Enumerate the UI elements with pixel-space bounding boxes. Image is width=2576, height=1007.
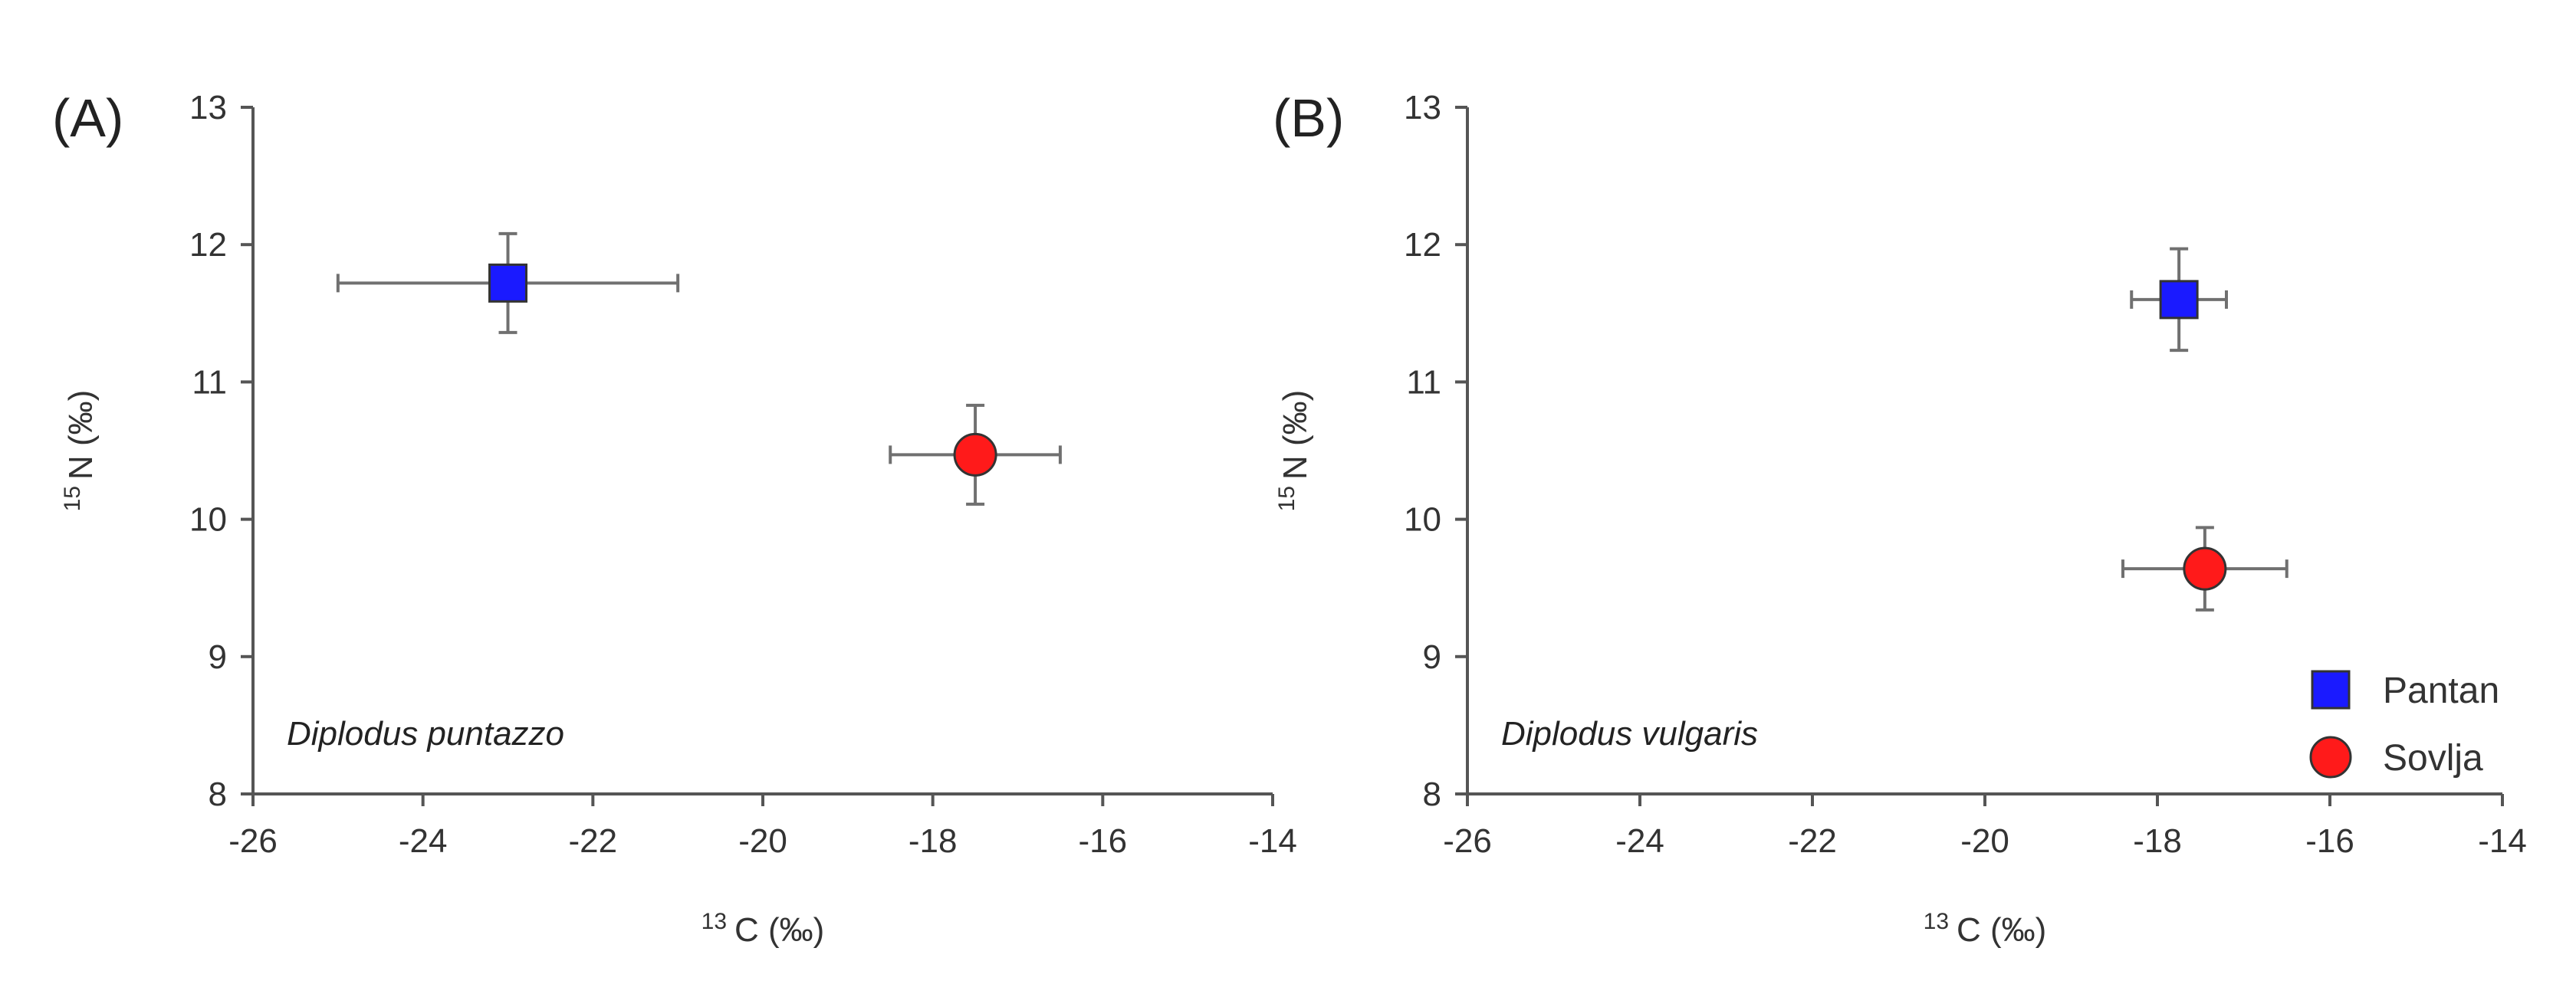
- data-point-sovlja: [953, 432, 997, 477]
- x-tick-label: -24: [399, 822, 448, 860]
- panel-b: (B) 8 9 10 11 12 13 -26 -24 -22 -20 -18 -16 -14 13 C (‰…: [1273, 88, 2527, 949]
- x-axis-label-sup: 13: [1924, 909, 1949, 934]
- y-axis-label-sup: 15: [60, 486, 85, 511]
- species-annotation: Diplodus vulgaris: [1501, 715, 1758, 753]
- x-tick-label: -14: [2478, 822, 2527, 860]
- data-point-sovlja: [2183, 546, 2227, 591]
- y-axis-label: 15 N (‰): [1274, 390, 1314, 512]
- x-tick-label: -18: [909, 822, 958, 860]
- y-tick-label: 10: [1404, 501, 1441, 539]
- y-axis-label-main: N (‰): [1276, 390, 1314, 480]
- x-axis-label: 13 C (‰): [1924, 909, 2047, 949]
- y-tick-label: 11: [192, 363, 227, 401]
- y-axis-label: 15 N (‰): [60, 390, 100, 512]
- legend-marker-sovlja: [2309, 736, 2352, 779]
- y-tick-label: 9: [1423, 638, 1441, 676]
- y-tick-label: 13: [1404, 89, 1441, 126]
- y-tick-label: 8: [209, 776, 227, 813]
- panel-label: (B): [1273, 88, 1344, 148]
- data-point-pantan: [2159, 280, 2199, 320]
- panel-label: (A): [52, 88, 123, 148]
- x-tick-label: -14: [1248, 822, 1297, 860]
- species-annotation: Diplodus puntazzo: [287, 715, 564, 753]
- y-tick-label: 12: [189, 226, 227, 264]
- x-axis-label-main: C (‰): [1957, 911, 2046, 949]
- y-tick-label: 12: [1404, 226, 1441, 264]
- x-tick-label: -22: [569, 822, 618, 860]
- x-tick-label: -24: [1615, 822, 1664, 860]
- x-tick-label: -20: [738, 822, 787, 860]
- legend-label-sovlja: Sovlja: [2383, 738, 2483, 779]
- x-tick-label: -20: [1960, 822, 2009, 860]
- x-axis-label-main: C (‰): [734, 911, 824, 949]
- x-tick-label: -16: [2305, 822, 2354, 860]
- y-axis-label-main: N (‰): [62, 390, 100, 480]
- x-axis-label: 13 C (‰): [702, 909, 825, 949]
- y-tick-label: 9: [209, 638, 227, 676]
- y-axis-label-sup: 15: [1274, 486, 1300, 511]
- y-tick-label: 10: [189, 501, 227, 539]
- x-tick-label: -26: [1443, 822, 1492, 860]
- legend-marker-pantan: [2311, 670, 2351, 710]
- legend-label-pantan: Pantan: [2383, 671, 2499, 711]
- y-tick-label: 11: [1406, 363, 1441, 401]
- data-point-pantan: [488, 263, 527, 303]
- y-tick-label: 8: [1423, 776, 1441, 813]
- y-tick-label: 13: [189, 89, 227, 126]
- legend: Pantan Sovlja: [2309, 670, 2499, 779]
- x-tick-label: -16: [1079, 822, 1128, 860]
- x-axis-label-sup: 13: [702, 909, 727, 934]
- x-tick-label: -18: [2133, 822, 2182, 860]
- panel-a: (A) 8 9 10 11 12 13 -26 -24 -22 -20 -18 -16 -14 13 C (‰…: [52, 88, 1297, 949]
- x-tick-label: -26: [228, 822, 278, 860]
- x-tick-label: -22: [1788, 822, 1837, 860]
